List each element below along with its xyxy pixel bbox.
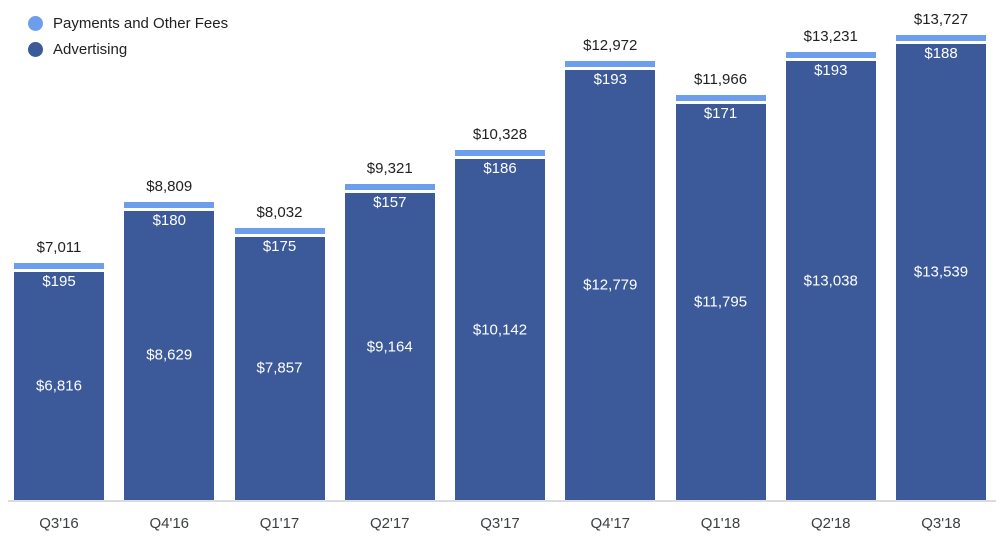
advertising-segment: $193 $12,779: [565, 70, 656, 500]
total-value-label: $12,972: [583, 36, 638, 54]
legend-item-label: Advertising: [53, 40, 128, 58]
total-value-label: $13,727: [913, 11, 969, 29]
segment-gap: [124, 207, 215, 211]
payments-value-label: $193: [593, 71, 627, 89]
x-axis-label: Q1'18: [700, 515, 741, 532]
payments-value-label: $188: [924, 45, 958, 63]
bar-column: $8,032 $175 $7,857: [234, 203, 325, 500]
payments-value-label: $193: [814, 62, 848, 80]
payments-value-label: $195: [42, 273, 76, 291]
x-axis-label: Q2'18: [810, 515, 851, 532]
advertising-segment: $188 $13,539: [896, 44, 986, 500]
bar-column: $8,809 $180 $8,629: [124, 177, 215, 500]
x-axis-labels: Q3'16 Q4'16 Q1'17 Q2'17 Q3'17 Q4'17 Q1'18 Q2'18…: [0, 515, 1000, 532]
bar-column: $13,231 $193 $13,038: [785, 27, 876, 500]
bar-column: $7,011 $195 $6,816: [14, 239, 104, 500]
plot-area: $7,011 $195 $6,816 $8,809 $180 $8,629 $8,032 $1…: [0, 11, 1000, 500]
x-axis-label: Q3'16: [39, 515, 79, 532]
segment-gap: [565, 67, 656, 71]
payments-segment: [14, 262, 104, 270]
payments-segment: [675, 94, 766, 101]
advertising-value-label: $13,539: [913, 263, 969, 281]
payments-legend-dot-icon: [28, 15, 43, 31]
payments-segment: [896, 35, 986, 42]
legend-item-advertising: Advertising: [28, 36, 228, 62]
x-axis-label: Q4'16: [149, 515, 190, 532]
x-axis-label: Q3'18: [921, 515, 961, 532]
total-value-label: $9,321: [366, 160, 413, 178]
x-axis-line: [8, 500, 996, 502]
payments-segment: [234, 227, 325, 234]
advertising-value-label: $9,164: [366, 338, 413, 356]
advertising-value-label: $13,038: [803, 272, 858, 290]
advertising-value-label: $12,779: [583, 276, 638, 294]
advertising-segment: $171 $11,795: [675, 103, 766, 500]
segment-gap: [675, 100, 766, 104]
advertising-segment: $193 $13,038: [785, 61, 876, 500]
segment-gap: [234, 233, 325, 237]
segment-gap: [896, 41, 986, 45]
payments-segment: [785, 51, 876, 59]
segment-gap: [455, 156, 545, 160]
bar-column: $12,972 $193 $12,779: [565, 36, 656, 500]
payments-value-label: $180: [152, 211, 186, 229]
advertising-legend-dot-icon: [28, 41, 43, 57]
advertising-value-label: $8,629: [146, 346, 193, 364]
payments-segment: [344, 184, 435, 191]
advertising-segment: $175 $7,857: [234, 236, 325, 500]
payments-segment: [455, 150, 545, 157]
x-axis-label: Q1'17: [259, 515, 300, 532]
x-axis-label: Q2'17: [369, 515, 410, 532]
advertising-segment: $180 $8,629: [124, 210, 215, 500]
payments-segment: [565, 60, 656, 68]
total-value-label: $10,328: [472, 126, 528, 144]
payments-value-label: $175: [262, 237, 297, 255]
bar-column: $9,321 $157 $9,164: [344, 160, 435, 500]
total-value-label: $7,011: [36, 238, 82, 256]
payments-value-label: $171: [703, 104, 738, 122]
legend-item-label: Payments and Other Fees: [53, 14, 229, 32]
advertising-value-label: $10,142: [472, 321, 528, 339]
advertising-value-label: $7,857: [256, 359, 303, 377]
chart-legend: Payments and Other Fees Advertising: [28, 10, 228, 62]
advertising-segment: $186 $10,142: [455, 159, 545, 500]
total-value-label: $8,809: [146, 177, 193, 195]
bar-column: $11,966 $171 $11,795: [675, 70, 766, 500]
payments-segment: [124, 201, 215, 208]
segment-gap: [785, 58, 876, 62]
payments-value-label: $186: [483, 160, 517, 178]
advertising-value-label: $11,795: [693, 293, 748, 311]
bar-column: $13,727 $188 $13,539: [896, 11, 986, 500]
total-value-label: $13,231: [803, 27, 858, 45]
total-value-label: $8,032: [256, 203, 303, 221]
x-axis-label: Q3'17: [480, 515, 520, 532]
segment-gap: [344, 190, 435, 194]
payments-value-label: $157: [373, 194, 407, 212]
bar-column: $10,328 $186 $10,142: [455, 126, 545, 500]
segment-gap: [14, 269, 104, 273]
advertising-segment: $157 $9,164: [344, 193, 435, 500]
x-axis-label: Q4'17: [590, 515, 631, 532]
legend-item-payments: Payments and Other Fees: [28, 10, 228, 36]
total-value-label: $11,966: [693, 70, 748, 88]
advertising-value-label: $6,816: [36, 377, 82, 395]
advertising-segment: $195 $6,816: [14, 272, 104, 500]
